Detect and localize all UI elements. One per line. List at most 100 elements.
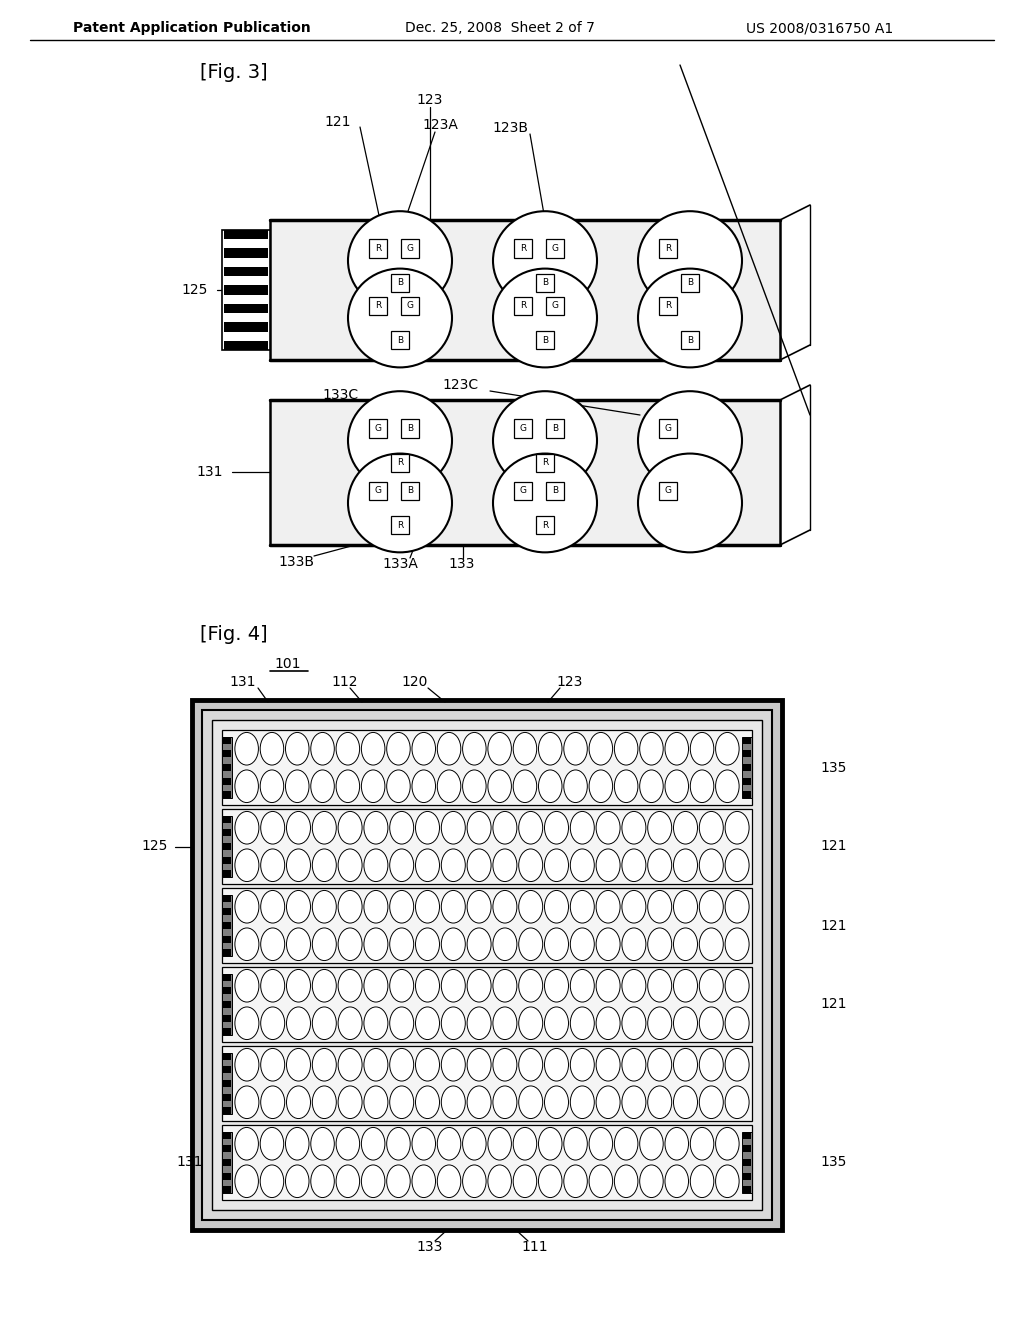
Text: US 2008/0316750 A1: US 2008/0316750 A1 [746, 21, 894, 36]
Ellipse shape [589, 770, 612, 803]
Ellipse shape [412, 1166, 435, 1197]
Ellipse shape [570, 1048, 594, 1081]
Ellipse shape [570, 891, 594, 923]
Ellipse shape [260, 1166, 284, 1197]
Ellipse shape [596, 928, 621, 961]
Bar [223, 923, 231, 929]
Ellipse shape [467, 849, 492, 882]
Ellipse shape [519, 1048, 543, 1081]
Bar [743, 1146, 751, 1152]
Bar [743, 764, 751, 771]
Bar [391, 454, 410, 473]
Ellipse shape [596, 1048, 621, 1081]
Ellipse shape [640, 1166, 664, 1197]
Bar [514, 482, 532, 500]
Text: 101: 101 [274, 657, 301, 671]
Ellipse shape [487, 733, 511, 766]
Ellipse shape [467, 1048, 492, 1081]
Ellipse shape [570, 1007, 594, 1040]
Bar [223, 1094, 231, 1101]
Bar [223, 1159, 231, 1166]
Bar [222, 1131, 232, 1193]
Ellipse shape [286, 1127, 309, 1160]
Ellipse shape [310, 1166, 334, 1197]
Ellipse shape [338, 1048, 362, 1081]
Ellipse shape [390, 1007, 414, 1040]
Bar [222, 809, 752, 884]
Ellipse shape [261, 928, 285, 961]
Bar [400, 297, 419, 315]
Ellipse shape [348, 454, 452, 552]
Ellipse shape [493, 849, 517, 882]
Bar [223, 737, 231, 743]
Ellipse shape [364, 1007, 388, 1040]
Ellipse shape [493, 812, 517, 843]
Bar [681, 273, 699, 292]
Ellipse shape [416, 1086, 439, 1118]
Bar [224, 230, 268, 239]
Ellipse shape [545, 1007, 568, 1040]
Ellipse shape [545, 849, 568, 882]
Ellipse shape [716, 1166, 739, 1197]
Text: 123C: 123C [442, 378, 478, 392]
Ellipse shape [690, 770, 714, 803]
Ellipse shape [234, 1048, 259, 1081]
Text: 133A: 133A [382, 557, 418, 572]
Ellipse shape [674, 812, 697, 843]
Bar [514, 297, 532, 315]
Ellipse shape [570, 928, 594, 961]
Ellipse shape [467, 1086, 492, 1118]
Bar [223, 792, 231, 799]
Text: B: B [407, 424, 413, 433]
Bar [369, 297, 387, 315]
Ellipse shape [487, 770, 511, 803]
Ellipse shape [674, 1086, 697, 1118]
Bar [743, 1172, 751, 1180]
Text: 131: 131 [177, 1155, 203, 1170]
Bar [223, 1107, 231, 1114]
Text: [Fig. 4]: [Fig. 4] [200, 624, 267, 644]
Ellipse shape [513, 733, 537, 766]
Ellipse shape [312, 891, 336, 923]
Ellipse shape [545, 928, 568, 961]
Ellipse shape [412, 770, 435, 803]
Ellipse shape [716, 733, 739, 766]
Ellipse shape [513, 770, 537, 803]
Ellipse shape [674, 969, 697, 1002]
Ellipse shape [493, 1048, 517, 1081]
Ellipse shape [287, 891, 310, 923]
Ellipse shape [596, 1007, 621, 1040]
Bar [546, 239, 564, 257]
Bar [224, 322, 268, 331]
Text: R: R [665, 244, 671, 253]
Ellipse shape [361, 1166, 385, 1197]
Ellipse shape [699, 1086, 723, 1118]
Ellipse shape [519, 849, 543, 882]
Ellipse shape [441, 849, 465, 882]
Text: 131: 131 [197, 465, 223, 479]
Bar [224, 267, 268, 276]
Ellipse shape [412, 1127, 435, 1160]
Ellipse shape [519, 928, 543, 961]
Ellipse shape [286, 733, 309, 766]
Ellipse shape [665, 770, 688, 803]
Text: R: R [665, 301, 671, 310]
Ellipse shape [312, 812, 336, 843]
Text: 121: 121 [325, 115, 351, 129]
Ellipse shape [234, 733, 258, 766]
Ellipse shape [260, 770, 284, 803]
Ellipse shape [387, 733, 411, 766]
Ellipse shape [416, 891, 439, 923]
Ellipse shape [338, 891, 362, 923]
Ellipse shape [725, 928, 750, 961]
Ellipse shape [287, 969, 310, 1002]
Bar [223, 764, 231, 771]
Ellipse shape [286, 1166, 309, 1197]
Ellipse shape [348, 211, 452, 310]
Bar [743, 792, 751, 799]
Ellipse shape [690, 1127, 714, 1160]
Ellipse shape [493, 268, 597, 367]
Bar [224, 304, 268, 313]
Bar [536, 273, 554, 292]
Ellipse shape [725, 1086, 750, 1118]
